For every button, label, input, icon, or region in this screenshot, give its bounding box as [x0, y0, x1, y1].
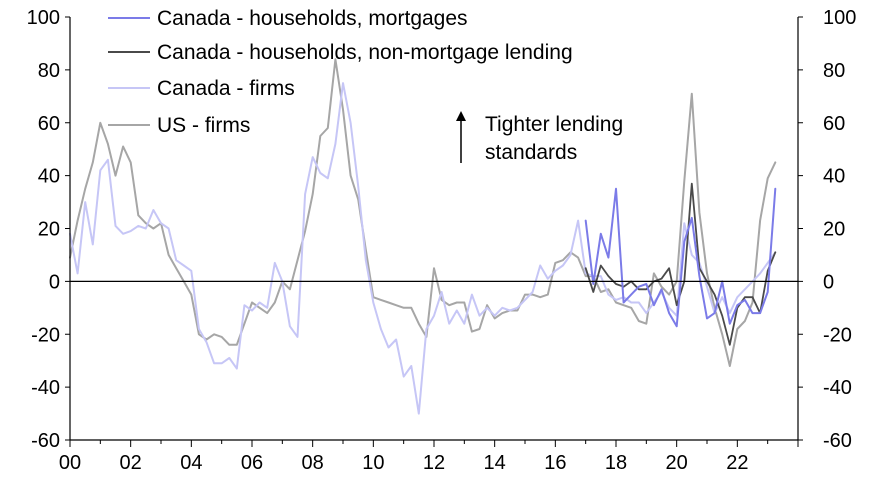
- y2-tick-label: -20: [823, 324, 852, 346]
- legend-label: Canada - households, non-mortgage lendin…: [157, 41, 573, 64]
- x-tick-label: 14: [484, 452, 506, 474]
- y2-tick-label: 80: [823, 60, 845, 82]
- y2-tick-label: -40: [823, 377, 852, 399]
- x-tick-label: 02: [120, 452, 142, 474]
- x-tick-label: 20: [666, 452, 688, 474]
- legend-label: Canada - households, mortgages: [157, 7, 468, 30]
- annotation-line-2: standards: [485, 141, 577, 164]
- x-tick-label: 08: [302, 452, 324, 474]
- x-tick-label: 22: [726, 452, 748, 474]
- x-tick-label: 16: [544, 452, 566, 474]
- series-line-0: [584, 187, 777, 328]
- legend: Canada - households, mortgages Canada - h…: [108, 7, 573, 137]
- plot-area: [69, 58, 777, 415]
- y2-tick-label: 60: [823, 113, 845, 135]
- y-tick-label: 100: [27, 7, 60, 29]
- x-tick-label: 06: [241, 452, 263, 474]
- annotation: Tighter lending standards: [456, 111, 623, 164]
- x-tick-label: 18: [605, 452, 627, 474]
- x-tick-label: 10: [362, 452, 384, 474]
- y-tick-label: -60: [31, 430, 60, 452]
- y-tick-label: 60: [38, 113, 60, 135]
- x-tick-label: 00: [59, 452, 81, 474]
- y-tick-label: 80: [38, 60, 60, 82]
- x-tick-label: 12: [423, 452, 445, 474]
- y2-tick-label: 100: [823, 7, 856, 29]
- y-tick-label: 40: [38, 166, 60, 188]
- y-tick-label: -40: [31, 377, 60, 399]
- y2-tick-label: 0: [823, 271, 834, 293]
- arrow-head-icon: [456, 111, 466, 121]
- y2-tick-label: -60: [823, 430, 852, 452]
- annotation-line-1: Tighter lending: [485, 113, 623, 136]
- y2-tick-label: 20: [823, 219, 845, 241]
- axes: 100806040200-20-40-60100806040200-20-40-…: [27, 7, 857, 474]
- y2-tick-label: 40: [823, 166, 845, 188]
- y-tick-label: 0: [49, 271, 60, 293]
- series-line-3: [69, 58, 777, 367]
- y-tick-label: -20: [31, 324, 60, 346]
- x-tick-label: 04: [180, 452, 202, 474]
- legend-label: Canada - firms: [157, 77, 295, 100]
- legend-label: US - firms: [157, 114, 250, 137]
- y-tick-label: 20: [38, 219, 60, 241]
